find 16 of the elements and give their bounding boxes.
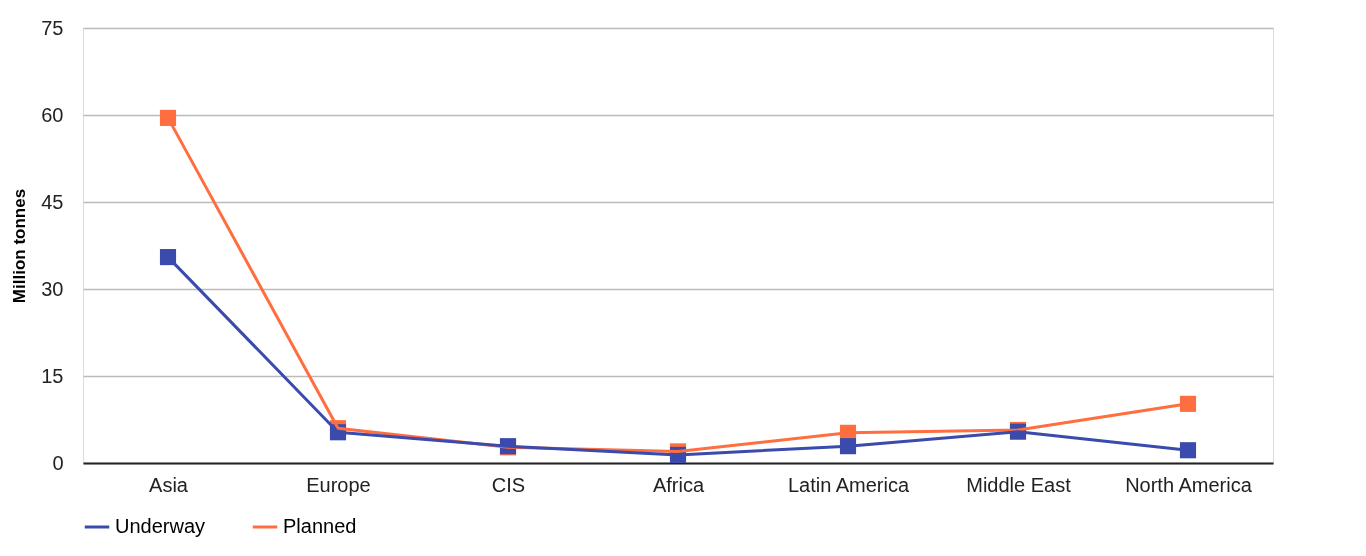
x-tick-label: CIS [491, 473, 526, 496]
x-tick-label: Asia [149, 473, 189, 496]
legend-label: Underway [115, 515, 206, 537]
y-tick-label: 75 [41, 16, 64, 39]
y-axis-title: Million tonnes [10, 188, 30, 304]
x-tick-label: Latin America [787, 473, 910, 496]
y-tick-label: 15 [41, 364, 64, 387]
x-tick-label: North America [1125, 473, 1253, 496]
x-tick-label: Middle East [966, 473, 1072, 496]
y-tick-label: 60 [41, 103, 64, 126]
x-tick-label: Europe [306, 473, 371, 496]
x-tick-label: Africa [652, 473, 705, 496]
y-tick-label: 45 [41, 190, 64, 213]
legend-label: Planned [283, 515, 357, 537]
y-tick-label: 0 [52, 451, 64, 474]
y-tick-label: 30 [41, 277, 64, 300]
